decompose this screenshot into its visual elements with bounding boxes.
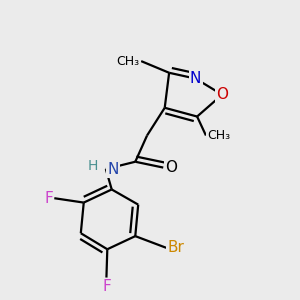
Text: N: N [107,161,119,176]
Text: CH₃: CH₃ [207,129,230,142]
Text: O: O [165,160,177,175]
Text: CH₃: CH₃ [117,55,140,68]
Text: O: O [216,87,228,102]
Text: N: N [190,71,201,86]
Text: F: F [44,191,53,206]
Text: F: F [102,279,111,294]
Text: Br: Br [168,240,184,255]
Text: H: H [88,158,98,172]
